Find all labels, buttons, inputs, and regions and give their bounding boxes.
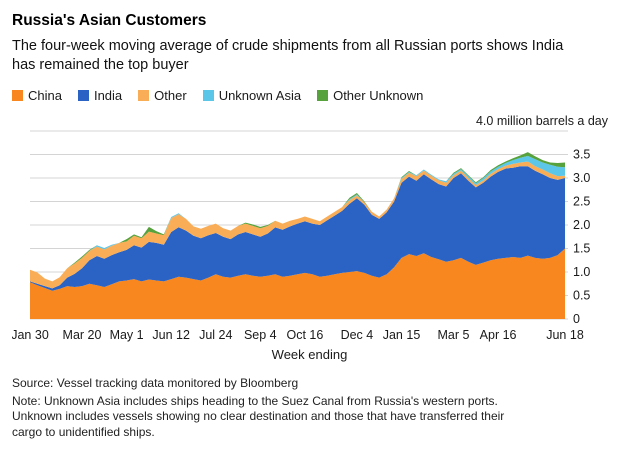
legend-label: Other Unknown: [333, 88, 424, 104]
chart-title: Russia's Asian Customers: [12, 12, 207, 29]
svg-text:Dec 4: Dec 4: [341, 328, 374, 342]
svg-text:3.0: 3.0: [573, 171, 590, 185]
svg-text:2.0: 2.0: [573, 218, 590, 232]
svg-text:Apr 16: Apr 16: [480, 328, 517, 342]
svg-text:Oct 16: Oct 16: [286, 328, 323, 342]
legend-label: Unknown Asia: [218, 88, 302, 104]
legend-item-china: China: [12, 88, 62, 103]
svg-text:Sep 4: Sep 4: [244, 328, 277, 342]
svg-text:Mar 5: Mar 5: [438, 328, 470, 342]
footnotes: Source: Vessel tracking data monitored b…: [12, 376, 512, 440]
svg-text:Mar 20: Mar 20: [63, 328, 102, 342]
legend-swatch: [77, 90, 89, 102]
stacked-area-chart: 0 0.5 1.0 1.5 2.0 2.5 3.0 3.5 4.0 million barrel…: [12, 114, 609, 342]
svg-text:2.5: 2.5: [573, 195, 590, 209]
source-note: Source: Vessel tracking data monitored b…: [12, 376, 299, 391]
svg-text:3.5: 3.5: [573, 148, 590, 162]
legend: China India Other Unknown Asia Other Unknown: [12, 88, 623, 103]
legend-label: India: [93, 88, 123, 104]
legend-item-unknown-asia: Unknown Asia: [202, 88, 302, 104]
svg-text:Jul 24: Jul 24: [199, 328, 232, 342]
svg-text:0.5: 0.5: [573, 289, 590, 303]
chart-card: Russia's Asian Customers The four-week m…: [12, 12, 623, 440]
legend-swatch: [202, 90, 214, 102]
legend-item-other: Other: [138, 88, 187, 103]
svg-text:Jun 12: Jun 12: [152, 328, 190, 342]
legend-item-other-unknown: Other Unknown: [317, 88, 423, 103]
svg-text:Jun 18: Jun 18: [546, 328, 584, 342]
svg-text:1.5: 1.5: [573, 242, 590, 256]
legend-swatch: [12, 90, 23, 102]
svg-text:4.0 million barrels a day: 4.0 million barrels a day: [476, 114, 609, 128]
svg-text:May 1: May 1: [110, 328, 144, 342]
legend-swatch: [317, 90, 329, 102]
svg-text:Jan 30: Jan 30: [12, 328, 49, 342]
x-axis-title: Week ending: [271, 347, 348, 363]
methodology-note: Note: Unknown Asia includes ships headin…: [12, 393, 505, 440]
legend-label: Other: [154, 88, 187, 104]
legend-swatch: [138, 90, 150, 102]
chart-subtitle: The four-week moving average of crude sh…: [12, 38, 564, 74]
svg-text:0: 0: [573, 312, 580, 326]
legend-label: China: [28, 88, 62, 104]
svg-text:1.0: 1.0: [573, 265, 590, 279]
legend-item-india: India: [77, 88, 123, 104]
svg-text:Jan 15: Jan 15: [383, 328, 421, 342]
